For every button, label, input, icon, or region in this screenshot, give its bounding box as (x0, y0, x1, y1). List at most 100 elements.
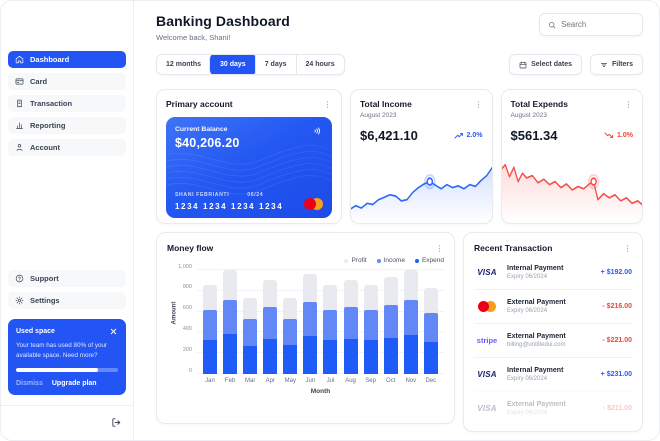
contactless-icon (314, 127, 320, 135)
sidebar-item-settings[interactable]: Settings (8, 292, 126, 310)
y-axis-ticks: 0 200 400 600 800 1,000 (178, 263, 192, 374)
date-range-segmented-control: 12 months 30 days 7 days 24 hours (156, 54, 345, 75)
expends-sparkline-chart (501, 147, 643, 223)
visa-logo-icon: VISA (477, 370, 497, 379)
total-income-title: Total Income (360, 99, 412, 109)
bar-dec[interactable] (423, 270, 438, 374)
sidebar: Dashboard Card Transaction Reporting Acc… (1, 1, 134, 440)
primary-account-card: Primary account Current Balance $40,206.… (156, 89, 342, 224)
recent-transactions-title: Recent Transaction (474, 243, 553, 253)
credit-card-icon (15, 78, 24, 85)
total-expends-value: $561.34 (510, 128, 558, 143)
transaction-row[interactable]: VISA Internal Payment Expiry 06/2024 + $2… (474, 357, 632, 391)
income-sparkline-chart (350, 147, 492, 223)
search-input[interactable] (561, 20, 634, 29)
close-icon[interactable] (109, 327, 118, 336)
card-number: 1234 1234 1234 1234 (175, 202, 284, 211)
total-income-change-badge: 2.0% (454, 132, 483, 139)
range-chip-24-hours[interactable]: 24 hours (295, 55, 344, 74)
used-space-body: Your team has used 80% of your available… (16, 342, 108, 359)
filter-row: 12 months 30 days 7 days 24 hours Select da… (156, 54, 643, 75)
filter-lines-icon (600, 62, 608, 67)
sidebar-item-account[interactable]: Account (8, 139, 126, 156)
upgrade-plan-button[interactable]: Upgrade plan (51, 380, 97, 387)
transaction-amount: - $211.00 (602, 405, 632, 412)
visa-logo-icon: VISA (477, 404, 497, 413)
transaction-list: VISA Internal Payment Expiry 06/2024 + $1… (474, 255, 632, 425)
select-dates-button[interactable]: Select dates (509, 54, 582, 75)
page-header: Banking Dashboard Welcome back, Shani! (156, 13, 643, 42)
sidebar-item-card[interactable]: Card (8, 73, 126, 90)
chart-legend: Profit Income Expend (167, 257, 444, 264)
kebab-menu-icon[interactable] (435, 244, 444, 253)
bar-sep[interactable] (363, 270, 378, 374)
current-balance-label: Current Balance (175, 126, 228, 133)
x-axis-label: Month (310, 388, 331, 395)
bar-jul[interactable] (323, 270, 338, 374)
total-expends-period: August 2023 (510, 112, 548, 119)
used-space-card: Used space Your team has used 80% of you… (8, 319, 126, 395)
transaction-row[interactable]: External Payment Expiry 06/2024 - $216.00 (474, 289, 632, 323)
transaction-row[interactable]: VISA External Payment Expiry 06/2024 - $2… (474, 391, 632, 425)
range-chip-12-months[interactable]: 12 months (166, 61, 202, 68)
credit-card: Current Balance $40,206.20 SHANI FEBRIAN… (166, 117, 332, 218)
page-title: Banking Dashboard (156, 13, 290, 29)
kebab-menu-icon[interactable] (623, 244, 632, 253)
trend-down-icon (604, 132, 613, 138)
sidebar-nav: Dashboard Card Transaction Reporting Acc… (8, 51, 126, 161)
bar-chart-plot (197, 269, 444, 374)
kebab-menu-icon[interactable] (474, 100, 483, 109)
search-icon (548, 21, 556, 28)
sidebar-item-reporting[interactable]: Reporting (8, 117, 126, 134)
sidebar-divider (1, 405, 133, 406)
bar-aug[interactable] (343, 270, 358, 374)
x-axis-ticks: Jan Feb Mar Apr May Jun Jul Aug Sep Oct Nov Dec (205, 378, 437, 384)
visa-logo-icon: VISA (477, 267, 497, 277)
kebab-menu-icon[interactable] (624, 100, 633, 109)
bar-apr[interactable] (263, 270, 278, 374)
money-flow-title: Money flow (167, 243, 214, 253)
range-chip-7-days[interactable]: 7 days (254, 55, 296, 74)
mastercard-logo-icon (478, 301, 496, 312)
transaction-amount: - $221.00 (602, 337, 632, 344)
legend-item-profit: Profit (344, 257, 367, 264)
sidebar-item-support[interactable]: Support (8, 270, 126, 288)
current-balance-value: $40,206.20 (175, 136, 240, 150)
bar-oct[interactable] (383, 270, 398, 374)
total-expends-title: Total Expends (510, 99, 568, 109)
total-expends-change-badge: 1.0% (604, 132, 633, 139)
total-income-period: August 2023 (360, 112, 397, 119)
logout-button[interactable] (110, 416, 122, 428)
bar-may[interactable] (283, 270, 298, 374)
transaction-amount: - $216.00 (602, 303, 632, 310)
bar-mar[interactable] (243, 270, 258, 374)
gear-icon (15, 296, 24, 305)
logout-icon (111, 418, 120, 427)
sidebar-item-transaction[interactable]: Transaction (8, 95, 126, 112)
primary-account-title: Primary account (166, 99, 233, 109)
used-space-progress-fill (16, 368, 98, 372)
total-income-card: Total Income August 2023 $6,421.10 2.0% (350, 89, 493, 224)
bar-jun[interactable] (303, 270, 318, 374)
transaction-row[interactable]: stripe External Payment billing@untitledu… (474, 323, 632, 357)
kebab-menu-icon[interactable] (323, 100, 332, 109)
range-chip-30-days[interactable]: 30 days (209, 55, 256, 74)
money-flow-card: Money flow Profit Income Expend Amount 0 20… (156, 232, 455, 424)
dismiss-button[interactable]: Dismiss (16, 380, 43, 387)
mastercard-logo-icon (304, 198, 323, 210)
sidebar-item-dashboard[interactable]: Dashboard (8, 51, 126, 68)
trend-up-icon (454, 133, 463, 139)
bar-jan[interactable] (203, 270, 217, 374)
filters-button[interactable]: Filters (589, 54, 643, 75)
bar-feb[interactable] (223, 270, 238, 374)
recent-transactions-card: Recent Transaction VISA Internal Payment… (463, 232, 643, 432)
help-icon (15, 274, 24, 283)
search-box[interactable] (539, 13, 643, 36)
transaction-row[interactable]: VISA Internal Payment Expiry 06/2024 + $1… (477, 264, 632, 280)
calendar-icon (519, 61, 527, 68)
transaction-amount: + $192.00 (600, 268, 632, 276)
bar-nov[interactable] (403, 270, 418, 374)
sidebar-footer-nav: Support Settings (8, 270, 126, 310)
card-contour-pattern (166, 145, 332, 195)
